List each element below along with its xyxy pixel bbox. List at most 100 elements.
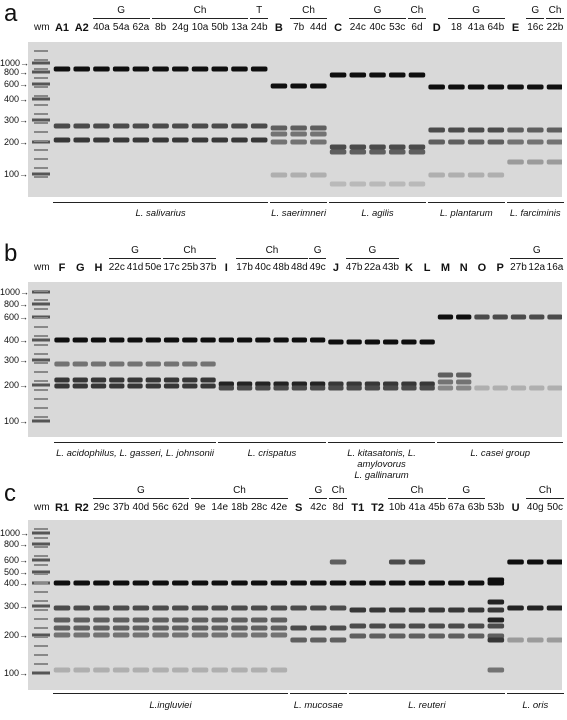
dna-band bbox=[109, 361, 125, 367]
ladder-band bbox=[34, 113, 48, 115]
dna-band bbox=[290, 83, 307, 89]
group-line bbox=[92, 498, 190, 499]
dna-band bbox=[270, 605, 288, 611]
dna-band bbox=[182, 383, 198, 389]
ladder-band bbox=[34, 308, 48, 310]
dna-band bbox=[54, 377, 70, 383]
lane-label: M bbox=[440, 262, 451, 274]
dna-band bbox=[152, 580, 169, 586]
size-marker: 800→ bbox=[3, 539, 28, 549]
dna-band bbox=[152, 123, 169, 129]
dna-band bbox=[54, 337, 70, 343]
dna-band bbox=[467, 623, 485, 629]
dna-band bbox=[152, 617, 169, 623]
dna-band bbox=[388, 72, 406, 78]
dna-band bbox=[231, 580, 248, 586]
dna-band bbox=[73, 625, 91, 631]
group-line bbox=[388, 498, 446, 499]
dna-band bbox=[428, 580, 445, 586]
dna-band bbox=[408, 623, 426, 629]
dna-band bbox=[474, 314, 490, 320]
gel-panel-b: b wm G Ch Ch G G G F G H 22c 41d 50e 17c 25b 37b I 17b 40c 4… bbox=[0, 240, 567, 481]
lane-label: 29c bbox=[93, 502, 110, 513]
dna-band bbox=[546, 84, 562, 90]
group-line bbox=[546, 18, 564, 19]
dna-band bbox=[270, 83, 288, 89]
lane-label: 22c bbox=[108, 262, 125, 273]
group-label: Ch bbox=[302, 5, 315, 16]
ladder-band bbox=[34, 546, 48, 548]
dna-band bbox=[132, 617, 150, 623]
ladder-band bbox=[34, 140, 48, 142]
dna-band bbox=[93, 66, 110, 72]
ladder-band bbox=[32, 61, 50, 65]
dna-band bbox=[211, 123, 229, 129]
dna-band bbox=[310, 139, 327, 145]
dna-band bbox=[328, 339, 344, 345]
dna-band bbox=[467, 580, 485, 586]
dna-band bbox=[250, 137, 268, 143]
group-line bbox=[408, 18, 426, 19]
dna-band bbox=[290, 605, 307, 611]
dna-band bbox=[346, 385, 362, 391]
dna-band bbox=[349, 580, 367, 586]
group-label: Ch bbox=[233, 485, 246, 496]
dna-band bbox=[211, 66, 229, 72]
dna-band bbox=[329, 559, 347, 565]
dna-band bbox=[53, 617, 71, 623]
ladder-band bbox=[34, 380, 48, 382]
dna-band bbox=[90, 337, 107, 343]
dna-band bbox=[273, 381, 289, 387]
dna-band bbox=[290, 172, 307, 178]
lane-label: 16c bbox=[527, 22, 544, 33]
dna-band bbox=[369, 72, 386, 78]
dna-band bbox=[93, 580, 110, 586]
dna-band bbox=[270, 139, 288, 145]
lane-label: 41d bbox=[126, 262, 144, 273]
lane-label: 28c bbox=[251, 502, 268, 513]
dna-band bbox=[132, 625, 150, 631]
dna-band bbox=[310, 125, 327, 131]
group-label: G bbox=[472, 5, 480, 16]
group-line bbox=[447, 498, 485, 499]
group-line bbox=[526, 498, 564, 499]
dna-band bbox=[53, 137, 71, 143]
size-marker: 400→ bbox=[3, 94, 28, 104]
dna-band bbox=[231, 625, 248, 631]
dna-band bbox=[510, 314, 527, 320]
dna-band bbox=[401, 385, 417, 391]
panel-letter: c bbox=[4, 480, 16, 507]
dna-band bbox=[291, 381, 308, 387]
dna-band bbox=[191, 137, 209, 143]
dna-band bbox=[507, 84, 524, 90]
dna-band bbox=[448, 84, 465, 90]
ladder-band bbox=[32, 338, 50, 342]
dna-band bbox=[53, 66, 71, 72]
group-label: G bbox=[368, 245, 377, 256]
size-marker: 300→ bbox=[3, 355, 28, 365]
dna-band bbox=[112, 605, 130, 611]
dna-band bbox=[329, 72, 347, 78]
dna-band bbox=[270, 131, 288, 137]
dna-band bbox=[467, 633, 485, 639]
dna-band bbox=[329, 181, 347, 187]
lane-label: H bbox=[94, 262, 103, 274]
dna-band bbox=[310, 625, 327, 631]
lane-label: 17b bbox=[236, 262, 253, 273]
gel-image bbox=[28, 520, 562, 690]
dna-band bbox=[547, 385, 562, 391]
dna-band bbox=[53, 625, 71, 631]
dna-band bbox=[200, 377, 216, 383]
lane-label: 64b bbox=[487, 22, 505, 33]
dna-band bbox=[448, 580, 465, 586]
lane-label: 24c bbox=[349, 22, 366, 33]
dna-band bbox=[309, 385, 326, 391]
group-line bbox=[108, 258, 162, 259]
ladder-band bbox=[34, 582, 48, 584]
ladder-band bbox=[34, 555, 48, 557]
dna-band bbox=[456, 314, 472, 320]
group-line bbox=[151, 18, 249, 19]
lane-label: 27b bbox=[510, 262, 527, 273]
dna-band bbox=[93, 137, 110, 143]
dna-band bbox=[487, 623, 505, 629]
